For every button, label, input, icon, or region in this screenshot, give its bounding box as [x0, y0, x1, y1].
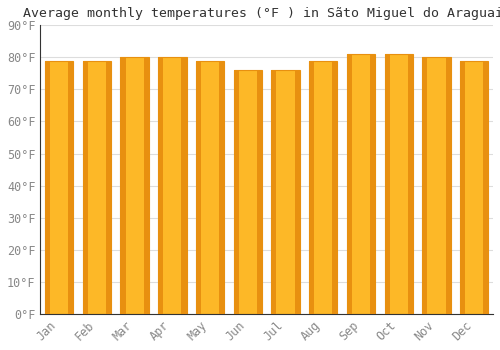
- Bar: [257, 70, 262, 314]
- Bar: [234, 70, 239, 314]
- Bar: [446, 57, 450, 314]
- Bar: [483, 61, 488, 314]
- Bar: [272, 70, 299, 314]
- Bar: [68, 61, 73, 314]
- Bar: [332, 61, 338, 314]
- Bar: [422, 57, 428, 314]
- Bar: [158, 57, 186, 314]
- Bar: [83, 61, 88, 314]
- Bar: [219, 61, 224, 314]
- Bar: [384, 54, 413, 314]
- Bar: [347, 54, 352, 314]
- Bar: [158, 57, 164, 314]
- Bar: [272, 70, 276, 314]
- Bar: [120, 57, 126, 314]
- Bar: [347, 54, 375, 314]
- Bar: [234, 70, 262, 314]
- Bar: [408, 54, 413, 314]
- Bar: [182, 57, 186, 314]
- Bar: [120, 57, 149, 314]
- Bar: [106, 61, 111, 314]
- Bar: [422, 57, 450, 314]
- Bar: [370, 54, 375, 314]
- Bar: [384, 54, 390, 314]
- Bar: [309, 61, 314, 314]
- Bar: [45, 61, 74, 314]
- Bar: [196, 61, 224, 314]
- Bar: [83, 61, 111, 314]
- Bar: [45, 61, 50, 314]
- Bar: [309, 61, 338, 314]
- Bar: [460, 61, 465, 314]
- Bar: [196, 61, 201, 314]
- Title: Average monthly temperatures (°F ) in Sãto Miguel do Araguaia: Average monthly temperatures (°F ) in Sã…: [22, 7, 500, 20]
- Bar: [144, 57, 149, 314]
- Bar: [460, 61, 488, 314]
- Bar: [294, 70, 300, 314]
